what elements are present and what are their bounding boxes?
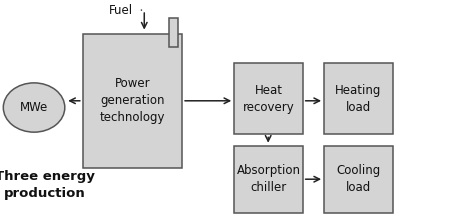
FancyBboxPatch shape xyxy=(234,146,303,213)
Text: Heat
recovery: Heat recovery xyxy=(243,84,294,114)
Text: Three energy
production: Three energy production xyxy=(0,170,95,200)
FancyBboxPatch shape xyxy=(324,63,393,134)
Text: Heating
load: Heating load xyxy=(335,84,382,114)
FancyBboxPatch shape xyxy=(234,63,303,134)
FancyBboxPatch shape xyxy=(324,146,393,213)
Text: Power
generation
technology: Power generation technology xyxy=(100,77,165,124)
Text: Cooling
load: Cooling load xyxy=(336,164,380,194)
FancyBboxPatch shape xyxy=(83,34,182,168)
Text: Absorption
chiller: Absorption chiller xyxy=(236,164,300,194)
Ellipse shape xyxy=(3,83,65,132)
FancyBboxPatch shape xyxy=(169,18,178,47)
Text: MWe: MWe xyxy=(20,101,48,114)
Text: Fuel: Fuel xyxy=(108,4,133,17)
